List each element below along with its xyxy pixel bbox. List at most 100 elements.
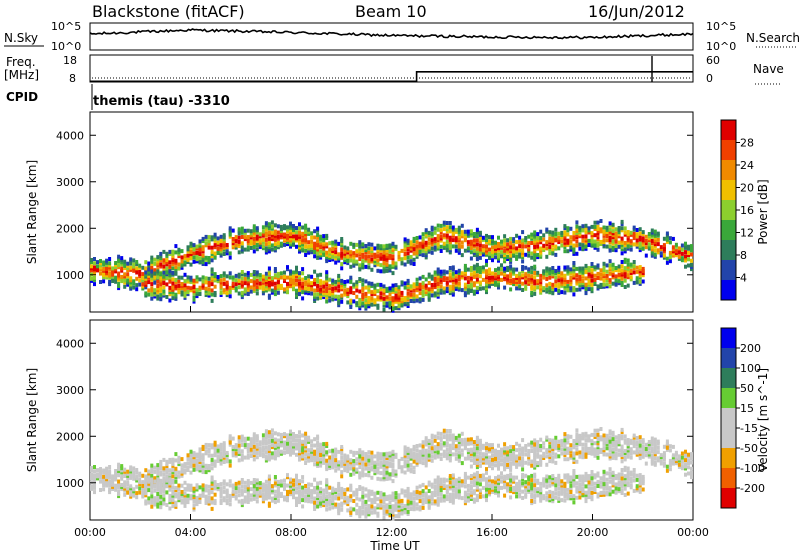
velocity-cell (132, 494, 135, 498)
velocity-cell (443, 478, 446, 482)
colorbar-tick-label: 4 (740, 272, 747, 285)
power-cell (262, 238, 265, 242)
power-cell (419, 235, 422, 239)
velocity-cell (364, 452, 367, 456)
power-cell (606, 274, 609, 278)
power-cell (491, 276, 494, 280)
power-cell (560, 231, 563, 235)
power-cell (138, 270, 141, 274)
power-cell (364, 265, 367, 269)
velocity-cell (386, 510, 389, 514)
velocity-cell (286, 490, 289, 494)
velocity-cell (364, 487, 367, 491)
velocity-cell (398, 493, 401, 497)
power-cell (488, 252, 491, 256)
velocity-cell (386, 503, 389, 507)
power-cell (497, 236, 500, 240)
power-cell (241, 281, 244, 285)
velocity-cell (159, 495, 162, 499)
velocity-cell (476, 494, 479, 498)
power-cell (536, 232, 539, 236)
power-cell (286, 282, 289, 286)
power-cell (473, 265, 476, 269)
power-cell (162, 275, 165, 279)
power-cell (521, 259, 524, 263)
power-cell (521, 273, 524, 277)
power-cell (199, 286, 202, 290)
velocity-cell (244, 456, 247, 460)
velocity-cell (126, 480, 129, 484)
velocity-cell (367, 489, 370, 493)
power-cell (174, 293, 177, 297)
velocity-cell (202, 453, 205, 457)
power-cell (367, 242, 370, 246)
power-cell (355, 280, 358, 284)
power-cell (675, 249, 678, 253)
velocity-cell (271, 484, 274, 488)
power-cell (416, 294, 419, 298)
power-cell (114, 261, 117, 265)
power-cell (238, 285, 241, 289)
power-cell (259, 282, 262, 286)
power-cell (476, 247, 479, 251)
power-cell (211, 268, 214, 272)
velocity-cell (316, 435, 319, 439)
velocity-cell (235, 452, 238, 456)
velocity-cell (244, 489, 247, 493)
velocity-cell (102, 475, 105, 479)
velocity-cell (168, 473, 171, 477)
power-cell (509, 254, 512, 258)
power-cell (214, 272, 217, 276)
power-cell (597, 225, 600, 229)
power-cell (304, 245, 307, 249)
velocity-cell (280, 479, 283, 483)
power-cell (684, 265, 687, 269)
power-cell (274, 242, 277, 246)
power-cell (431, 226, 434, 230)
power-cell (575, 225, 578, 229)
velocity-cell (337, 460, 340, 464)
power-cell (102, 261, 105, 265)
power-cell (609, 259, 612, 263)
power-cell (383, 307, 386, 311)
power-cell (434, 237, 437, 241)
power-cell (328, 278, 331, 282)
power-cell (370, 296, 373, 300)
velocity-cell (289, 440, 292, 444)
velocity-cell (301, 498, 304, 502)
power-cell (473, 249, 476, 253)
power-cell (220, 235, 223, 239)
power-cell (597, 284, 600, 288)
power-cell (672, 237, 675, 241)
power-cell (144, 281, 147, 285)
power-cell (431, 275, 434, 279)
velocity-cell (241, 435, 244, 439)
power-cell (669, 240, 672, 244)
power-cell (521, 230, 524, 234)
velocity-cell (316, 500, 319, 504)
power-cell (177, 284, 180, 288)
power-cell (572, 231, 575, 235)
velocity-cell (256, 487, 259, 491)
velocity-cell (238, 500, 241, 504)
velocity-cell (461, 496, 464, 500)
power-cell (274, 273, 277, 277)
velocity-cell (196, 483, 199, 487)
velocity-cell (271, 428, 274, 432)
power-cell (226, 291, 229, 295)
velocity-cell (286, 433, 289, 437)
velocity-cell (259, 490, 262, 494)
power-cell (609, 221, 612, 225)
velocity-cell (214, 499, 217, 503)
colorbar-tick-label: 20 (740, 182, 754, 195)
velocity-cell (171, 479, 174, 483)
power-cell (464, 283, 467, 287)
velocity-cell (211, 496, 214, 500)
y-tick-label: 2000 (56, 222, 84, 235)
velocity-cell (208, 485, 211, 489)
velocity-cell (455, 478, 458, 482)
velocity-cell (413, 460, 416, 464)
power-cell (500, 267, 503, 271)
power-cell (551, 283, 554, 287)
velocity-cell (286, 442, 289, 446)
